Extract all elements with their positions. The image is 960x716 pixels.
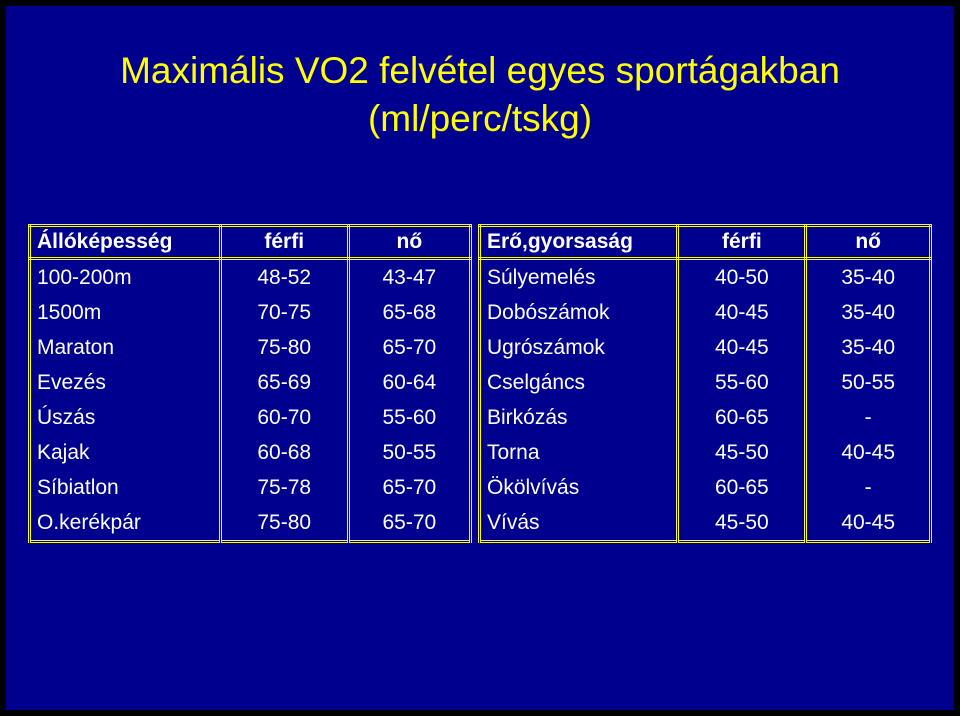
table-cell: 43-47: [346, 258, 473, 295]
header-cell: Erő,gyorsaság: [477, 224, 680, 260]
header-cell: Állóképesség: [28, 224, 222, 260]
table-cell: Torna: [477, 435, 680, 470]
table-row: O.kerékpár 75-80 65-70: [28, 505, 473, 542]
table-cell: 75-80: [218, 330, 350, 365]
table-cell: 60-64: [346, 365, 473, 400]
header-cell: férfi: [218, 224, 350, 260]
table-cell: 50-55: [804, 365, 932, 400]
table-row: Ugrószámok 40-45 35-40: [477, 330, 932, 365]
table-cell: 45-50: [676, 435, 808, 470]
table-cell: 75-80: [218, 505, 350, 542]
table: Erő,gyorsaság férfi nő Súlyemelés 40-50 35-40…: [477, 224, 932, 543]
table-cell: 65-69: [218, 365, 350, 400]
table-row: Cselgáncs 55-60 50-55: [477, 365, 932, 400]
table-row: Állóképesség férfi nő: [28, 224, 473, 260]
table-cell: 35-40: [804, 295, 932, 330]
table-row: Kajak 60-68 50-55: [28, 435, 473, 470]
table-cell: 40-50: [676, 258, 808, 295]
table-cell: Ugrószámok: [477, 330, 680, 365]
table-row: Súlyemelés 40-50 35-40: [477, 258, 932, 295]
table-cell: 50-55: [346, 435, 473, 470]
table-cell: 40-45: [804, 435, 932, 470]
table-cell: 45-50: [676, 505, 808, 542]
table-cell: 55-60: [346, 400, 473, 435]
table-row: 100-200m 48-52 43-47: [28, 258, 473, 295]
header-cell: nő: [804, 224, 932, 260]
subtitle: (ml/perc/tskg): [367, 98, 593, 139]
table-cell: Birkózás: [477, 400, 680, 435]
table-cell: Ökölvívás: [477, 470, 680, 505]
table-row: Dobószámok 40-45 35-40: [477, 295, 932, 330]
table-cell: -: [804, 400, 932, 435]
table-cell: 100-200m: [28, 258, 222, 295]
table-cell: 60-65: [676, 400, 808, 435]
table-cell: 40-45: [676, 330, 808, 365]
table-row: Síbiatlon 75-78 65-70: [28, 470, 473, 505]
table-cell: 65-70: [346, 470, 473, 505]
header-cell: nő: [346, 224, 473, 260]
table-cell: 55-60: [676, 365, 808, 400]
table-row: Úszás 60-70 55-60: [28, 400, 473, 435]
slide: Maximális VO2 felvétel egyes sportágakba…: [6, 6, 954, 710]
table-cell: 40-45: [676, 295, 808, 330]
table-cell: Kajak: [28, 435, 222, 470]
table-cell: O.kerékpár: [28, 505, 222, 542]
table-cell: Dobószámok: [477, 295, 680, 330]
table-cell: -: [804, 470, 932, 505]
table-cell: 1500m: [28, 295, 222, 330]
header-cell: férfi: [676, 224, 808, 260]
table-cell: 60-70: [218, 400, 350, 435]
table-cell: Cselgáncs: [477, 365, 680, 400]
table-cell: 65-70: [346, 505, 473, 542]
table-row: Birkózás 60-65-: [477, 400, 932, 435]
table-cell: 48-52: [218, 258, 350, 295]
table-cell: 75-78: [218, 470, 350, 505]
title: Maximális VO2 felvétel egyes sportágakba…: [120, 50, 840, 91]
table-cell: 65-70: [346, 330, 473, 365]
table-row: Ökölvívás 60-65-: [477, 470, 932, 505]
table-cell: 65-68: [346, 295, 473, 330]
table-cell: 60-65: [676, 470, 808, 505]
table-cell: 40-45: [804, 505, 932, 542]
table-cell: 60-68: [218, 435, 350, 470]
table-row: Torna 45-50 40-45: [477, 435, 932, 470]
table-cell: Evezés: [28, 365, 222, 400]
table-cell: Síbiatlon: [28, 470, 222, 505]
table-cell: 35-40: [804, 330, 932, 365]
table-row: Erő,gyorsaság férfi nő: [477, 224, 932, 260]
table: Állóképesség férfi nő 100-200m 48-52 43-47 150…: [28, 224, 473, 543]
table-cell: Úszás: [28, 400, 222, 435]
table-cell: 35-40: [804, 258, 932, 295]
table-row: Evezés 65-69 60-64: [28, 365, 473, 400]
table-cell: Súlyemelés: [477, 258, 680, 295]
table-row: Vívás 45-50 40-45: [477, 505, 932, 542]
table-row: Maraton 75-80 65-70: [28, 330, 473, 365]
table-cell: Vívás: [477, 505, 680, 542]
table-cell: Maraton: [28, 330, 222, 365]
table-cell: 70-75: [218, 295, 350, 330]
table-row: 1500m 70-75 65-68: [28, 295, 473, 330]
